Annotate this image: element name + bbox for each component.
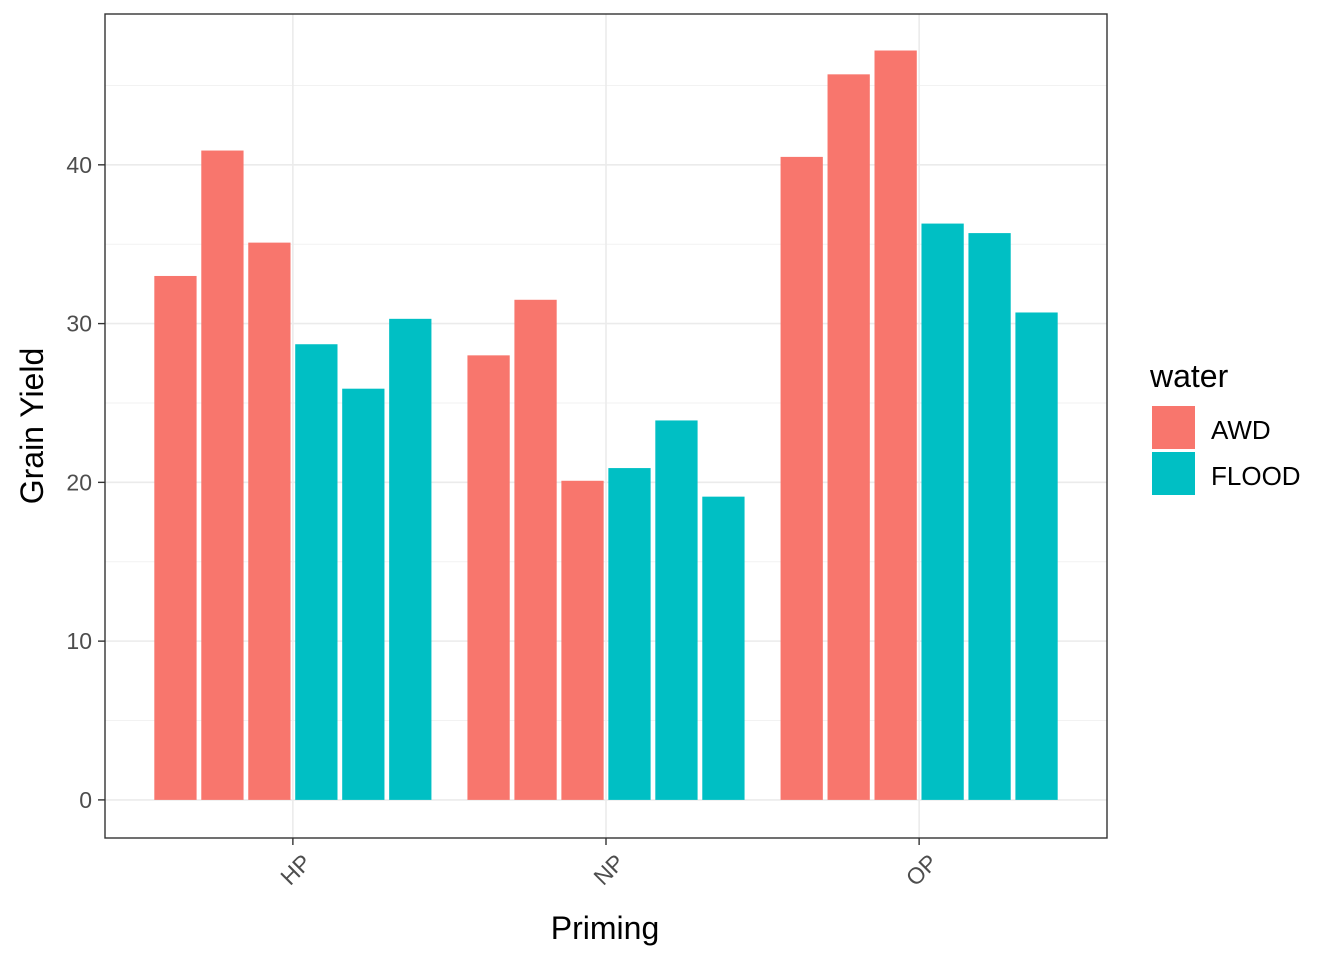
bar-op-flood-5 <box>968 233 1011 800</box>
bar-hp-awd-3 <box>248 242 291 800</box>
x-axis: HP NP OP <box>275 838 943 891</box>
bar-np-flood-4 <box>608 468 651 800</box>
legend-title: water <box>1149 358 1229 394</box>
legend-key-awd <box>1152 406 1195 449</box>
y-tick-label: 0 <box>79 787 92 813</box>
y-tick-label: 20 <box>66 469 92 495</box>
y-axis-title: Grain Yield <box>14 348 50 505</box>
legend-label-flood: FLOOD <box>1211 461 1301 491</box>
bar-np-awd-1 <box>467 355 510 800</box>
bar-op-awd-1 <box>780 156 823 800</box>
y-tick-label: 40 <box>66 152 92 178</box>
bar-hp-awd-1 <box>154 275 197 800</box>
x-tick-label: OP <box>901 849 943 891</box>
x-axis-title: Priming <box>551 910 659 946</box>
bar-hp-flood-4 <box>295 344 338 800</box>
bar-op-awd-3 <box>874 50 917 800</box>
bars <box>154 50 1058 800</box>
bar-hp-flood-5 <box>342 388 385 800</box>
bar-np-awd-3 <box>561 480 604 800</box>
legend: water AWD FLOOD <box>1149 358 1301 495</box>
bar-op-awd-2 <box>827 74 870 800</box>
y-tick-label: 10 <box>66 628 92 654</box>
bar-np-awd-2 <box>514 299 557 800</box>
bar-op-flood-6 <box>1015 312 1058 800</box>
x-tick-label: HP <box>275 849 316 890</box>
bar-np-flood-5 <box>655 420 698 800</box>
legend-key-flood <box>1152 452 1195 495</box>
bar-hp-awd-2 <box>201 150 244 800</box>
bar-np-flood-6 <box>702 496 745 800</box>
y-tick-label: 30 <box>66 311 92 337</box>
x-tick-label: NP <box>588 849 629 890</box>
y-axis: 0 10 20 30 40 <box>66 152 105 813</box>
bar-hp-flood-6 <box>389 318 432 800</box>
legend-label-awd: AWD <box>1211 415 1271 445</box>
bar-op-flood-4 <box>921 223 964 800</box>
